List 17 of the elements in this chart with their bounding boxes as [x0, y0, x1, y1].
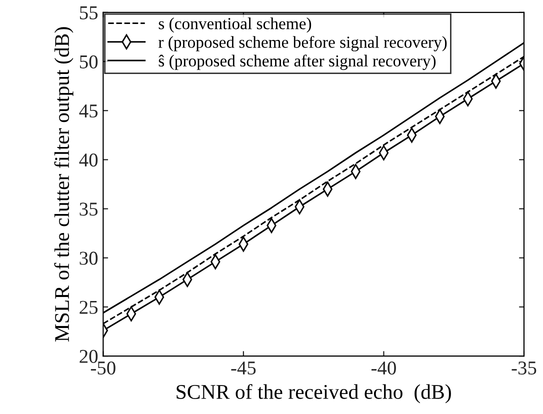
x-tick-label: -35: [512, 362, 536, 375]
legend-label: s (conventioal scheme): [158, 18, 312, 33]
y-tick-label: 40: [79, 154, 98, 167]
x-tick-label: -45: [231, 362, 256, 375]
legend-label: ŝ (proposed scheme after signal recovery): [158, 54, 436, 70]
y-tick-label: 20: [80, 350, 98, 363]
y-tick-label: 45: [79, 104, 98, 118]
x-tick-label: -50: [90, 361, 116, 375]
y-axis-title: MSLR of the clutter filter output (dB): [54, 27, 74, 342]
y-tick-label: 35: [80, 202, 98, 216]
x-axis-title: SCNR of the received echo (dB): [176, 384, 451, 404]
y-tick-label: 30: [80, 252, 98, 265]
x-tick-label: -40: [371, 361, 396, 375]
y-tick-label: 55: [80, 6, 98, 20]
y-tick-label: 25: [80, 300, 98, 314]
legend-label: r (proposed scheme before signal recovery): [158, 36, 447, 52]
y-tick-label: 50: [80, 55, 98, 68]
